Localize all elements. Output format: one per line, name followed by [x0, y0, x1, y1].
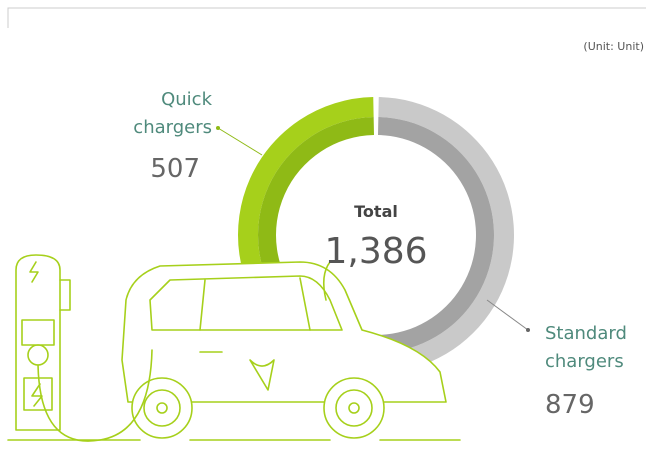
legend-label: Quick chargers [120, 86, 212, 142]
total-title: Total [326, 198, 426, 226]
legend-label: Standard chargers [545, 320, 641, 376]
leader-line [218, 128, 262, 155]
leader-dot [526, 328, 530, 332]
value-label: 507 [120, 152, 200, 186]
ev-illustration [8, 255, 460, 441]
leader-line [487, 300, 528, 330]
total-value: 1,386 [296, 230, 456, 274]
frame-line [8, 8, 646, 28]
leader-dot [216, 126, 220, 130]
page: (Unit: Unit) Quick chargers 507 Standard… [0, 0, 646, 454]
illustration-line [60, 280, 70, 310]
wheel [324, 378, 384, 438]
unit-note: (Unit: Unit) [583, 40, 644, 54]
chart [0, 0, 646, 454]
value-label: 879 [545, 388, 625, 422]
